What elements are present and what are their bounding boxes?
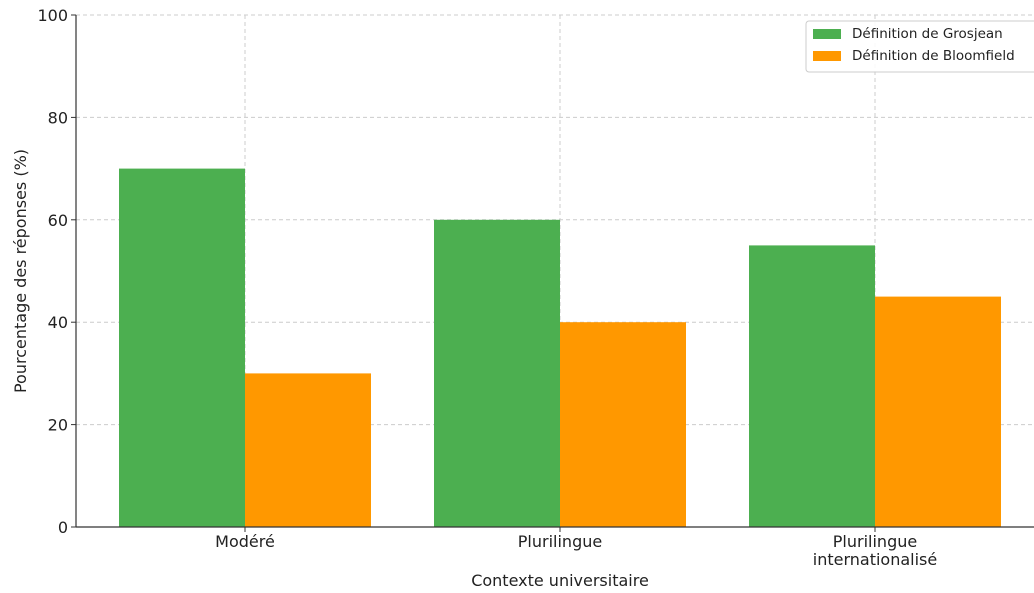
y-axis-label: Pourcentage des réponses (%) <box>11 149 30 393</box>
y-tick-label: 100 <box>37 6 68 25</box>
y-tick-label: 60 <box>48 211 68 230</box>
y-ticks: 0 20 40 60 80 100 <box>37 6 76 537</box>
x-tick-label: internationalisé <box>813 550 937 569</box>
bars <box>119 168 1001 528</box>
legend-swatch-grosjean <box>813 29 841 39</box>
bar-bloomfield <box>560 322 686 527</box>
bar-grosjean <box>749 245 875 527</box>
legend-swatch-bloomfield <box>813 51 841 61</box>
y-tick-label: 40 <box>48 313 68 332</box>
x-ticks: Modéré Plurilingue Plurilingueinternationa… <box>215 527 937 569</box>
y-tick-label: 80 <box>48 108 68 127</box>
x-axis-label: Contexte universitaire <box>471 571 649 590</box>
x-tick-label: Modéré <box>215 532 275 551</box>
y-tick-label: 0 <box>58 518 68 537</box>
y-tick-label: 20 <box>48 416 68 435</box>
bar-bloomfield <box>875 296 1001 527</box>
bar-bloomfield <box>245 373 371 527</box>
bar-grosjean <box>434 219 560 528</box>
legend-label-grosjean: Définition de Grosjean <box>852 26 1003 42</box>
x-tick-label: Plurilingue <box>833 532 917 551</box>
bar-grosjean <box>119 168 245 527</box>
legend: Définition de Grosjean Définition de Blo… <box>805 20 1034 73</box>
legend-frame <box>805 20 1034 73</box>
x-tick-label: Plurilingue <box>518 532 602 551</box>
axes <box>75 15 1034 528</box>
legend-label-bloomfield: Définition de Bloomfield <box>852 48 1015 64</box>
